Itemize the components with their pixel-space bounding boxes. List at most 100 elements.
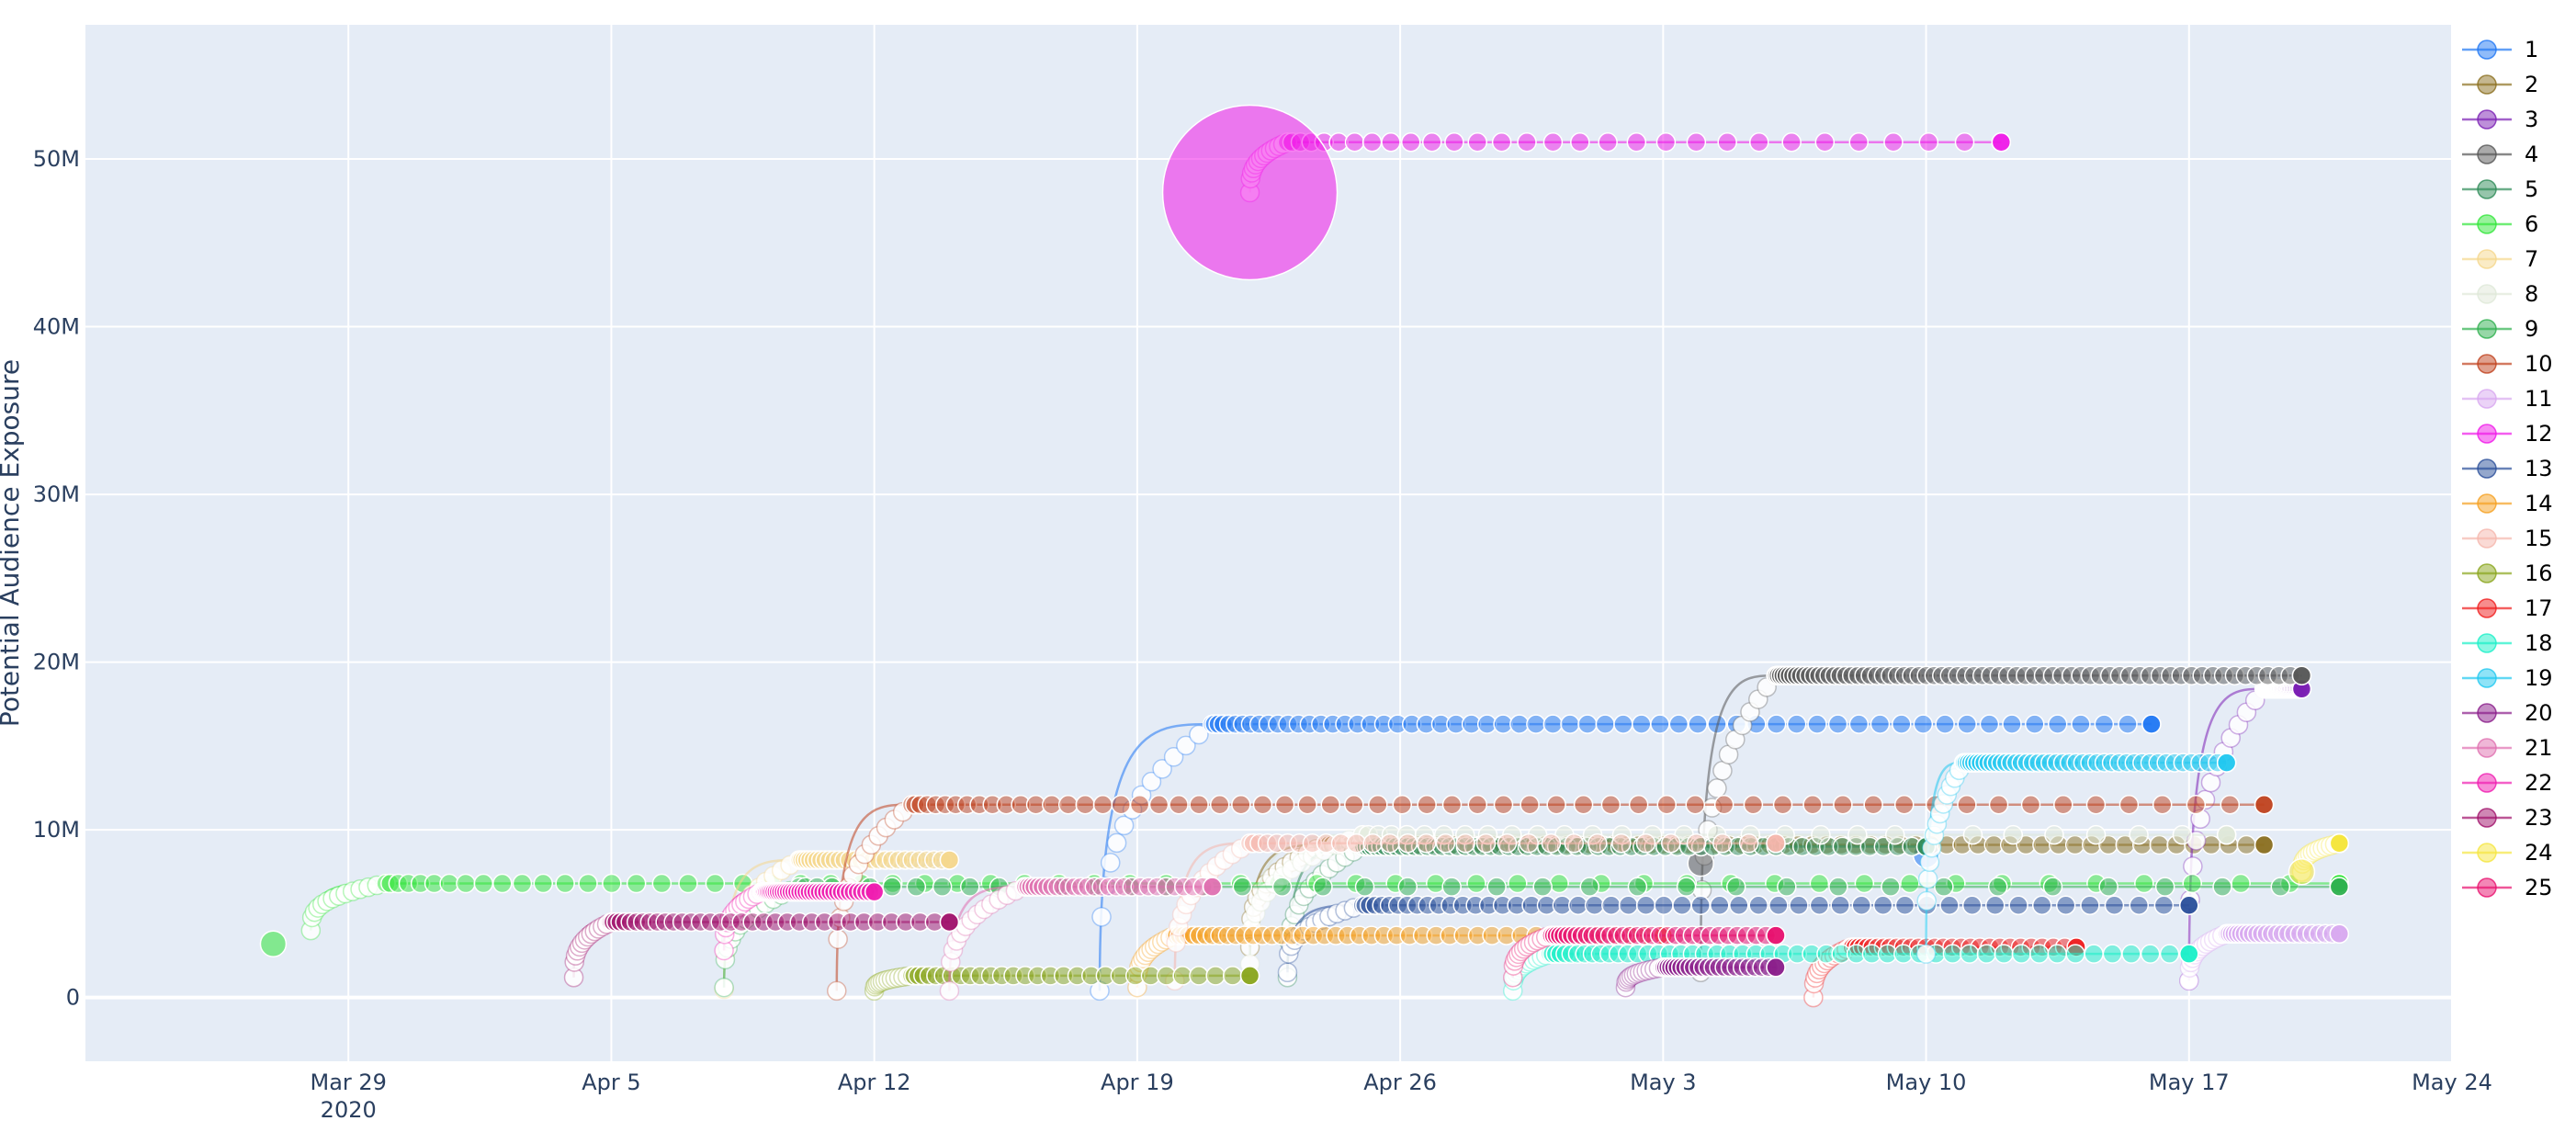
data-point (1894, 895, 1915, 916)
legend-item-1[interactable]: 1 (2462, 37, 2538, 62)
legend-label: 15 (2525, 526, 2553, 551)
legend-marker (2477, 214, 2497, 234)
data-point (2216, 824, 2237, 845)
legend-item-5[interactable]: 5 (2462, 176, 2538, 202)
data-point (2104, 895, 2125, 916)
legend-item-6[interactable]: 6 (2462, 211, 2538, 237)
data-point (1802, 794, 1823, 815)
data-point (2291, 665, 2312, 685)
legend-item-23[interactable]: 23 (2462, 805, 2553, 831)
data-point (1577, 714, 1598, 734)
data-point (1749, 132, 1769, 153)
data-point (1854, 873, 1875, 894)
data-point (1686, 832, 1707, 854)
data-point (1232, 877, 1253, 897)
data-point (1361, 132, 1383, 153)
data-point (1618, 895, 1639, 916)
legend-item-9[interactable]: 9 (2462, 316, 2538, 342)
legend-marker (2477, 109, 2497, 130)
legend-item-20[interactable]: 20 (2462, 700, 2553, 726)
data-point (1252, 794, 1273, 815)
legend-item-15[interactable]: 15 (2462, 526, 2553, 551)
y-axis: 0 10M 20M 30M 40M 50M (33, 146, 80, 1011)
data-point (2044, 824, 2064, 845)
data-point (906, 877, 927, 897)
data-point (1176, 735, 1196, 756)
legend-item-13[interactable]: 13 (2462, 456, 2553, 481)
data-point (2065, 944, 2085, 964)
data-point (2186, 794, 2207, 815)
series-19 (1915, 753, 2237, 964)
data-point (1467, 132, 1487, 153)
legend-item-21[interactable]: 21 (2462, 735, 2553, 761)
data-point (1766, 925, 1786, 945)
legend-item-22[interactable]: 22 (2462, 770, 2553, 796)
data-point (705, 873, 726, 894)
data-point (2024, 714, 2045, 734)
legend-item-3[interactable]: 3 (2462, 107, 2538, 132)
data-point (1057, 794, 1079, 815)
data-point (2064, 834, 2085, 855)
data-point (1441, 794, 1463, 815)
data-point (1205, 966, 1226, 986)
series-21 (939, 877, 1223, 1002)
data-point (1893, 794, 1915, 815)
data-point (1573, 794, 1594, 815)
data-point (512, 873, 533, 894)
legend-item-16[interactable]: 16 (2462, 560, 2553, 586)
data-point (1917, 868, 1938, 889)
data-point (1313, 877, 1333, 897)
legend-item-7[interactable]: 7 (2462, 246, 2538, 272)
legend-item-2[interactable]: 2 (2462, 72, 2538, 97)
data-point (1913, 714, 1934, 734)
legend-item-17[interactable]: 17 (2462, 595, 2553, 621)
data-point (1491, 132, 1512, 153)
data-point (1113, 815, 1135, 836)
data-point (939, 850, 960, 870)
legend-marker (2477, 773, 2497, 793)
legend-item-12[interactable]: 12 (2462, 421, 2553, 447)
data-point (1598, 132, 1618, 153)
legend-item-11[interactable]: 11 (2462, 386, 2553, 412)
data-point (578, 873, 598, 894)
data-point (1475, 832, 1497, 854)
legend-item-10[interactable]: 10 (2462, 351, 2553, 377)
legend-marker (2477, 703, 2497, 723)
legend-item-25[interactable]: 25 (2462, 875, 2553, 900)
legend-item-4[interactable]: 4 (2462, 142, 2538, 167)
legend-item-19[interactable]: 19 (2462, 665, 2553, 691)
data-point (1916, 890, 1937, 911)
data-point (2002, 714, 2022, 734)
data-point (1900, 873, 1920, 894)
data-point (1239, 966, 1260, 986)
legend-label: 25 (2525, 875, 2553, 900)
legend-item-8[interactable]: 8 (2462, 281, 2538, 307)
data-point (1777, 877, 1797, 897)
data-point (2047, 714, 2068, 734)
legend-item-18[interactable]: 18 (2462, 630, 2553, 656)
data-point (1209, 794, 1230, 815)
data-point (828, 929, 848, 949)
data-point (2159, 944, 2180, 964)
data-point (1541, 832, 1562, 854)
data-point (1601, 895, 1621, 916)
data-point (1100, 853, 1121, 873)
data-point (1508, 873, 1528, 894)
data-point (1222, 966, 1243, 986)
x-tick-label: Apr 5 (582, 1070, 640, 1095)
legend-item-14[interactable]: 14 (2462, 491, 2553, 516)
data-point (1635, 832, 1656, 854)
data-point (1106, 832, 1127, 854)
data-point (492, 873, 513, 894)
legend-marker (2477, 738, 2497, 758)
legend-marker (2477, 74, 2497, 95)
legend-item-24[interactable]: 24 (2462, 840, 2553, 866)
legend[interactable]: 1234567891011121314151617181920212223242… (2462, 37, 2553, 900)
series-20 (1615, 957, 1786, 998)
data-point (1729, 895, 1749, 916)
data-point (1362, 832, 1384, 854)
data-point (1713, 794, 1734, 815)
data-point (2085, 824, 2107, 845)
data-point (1738, 832, 1759, 854)
